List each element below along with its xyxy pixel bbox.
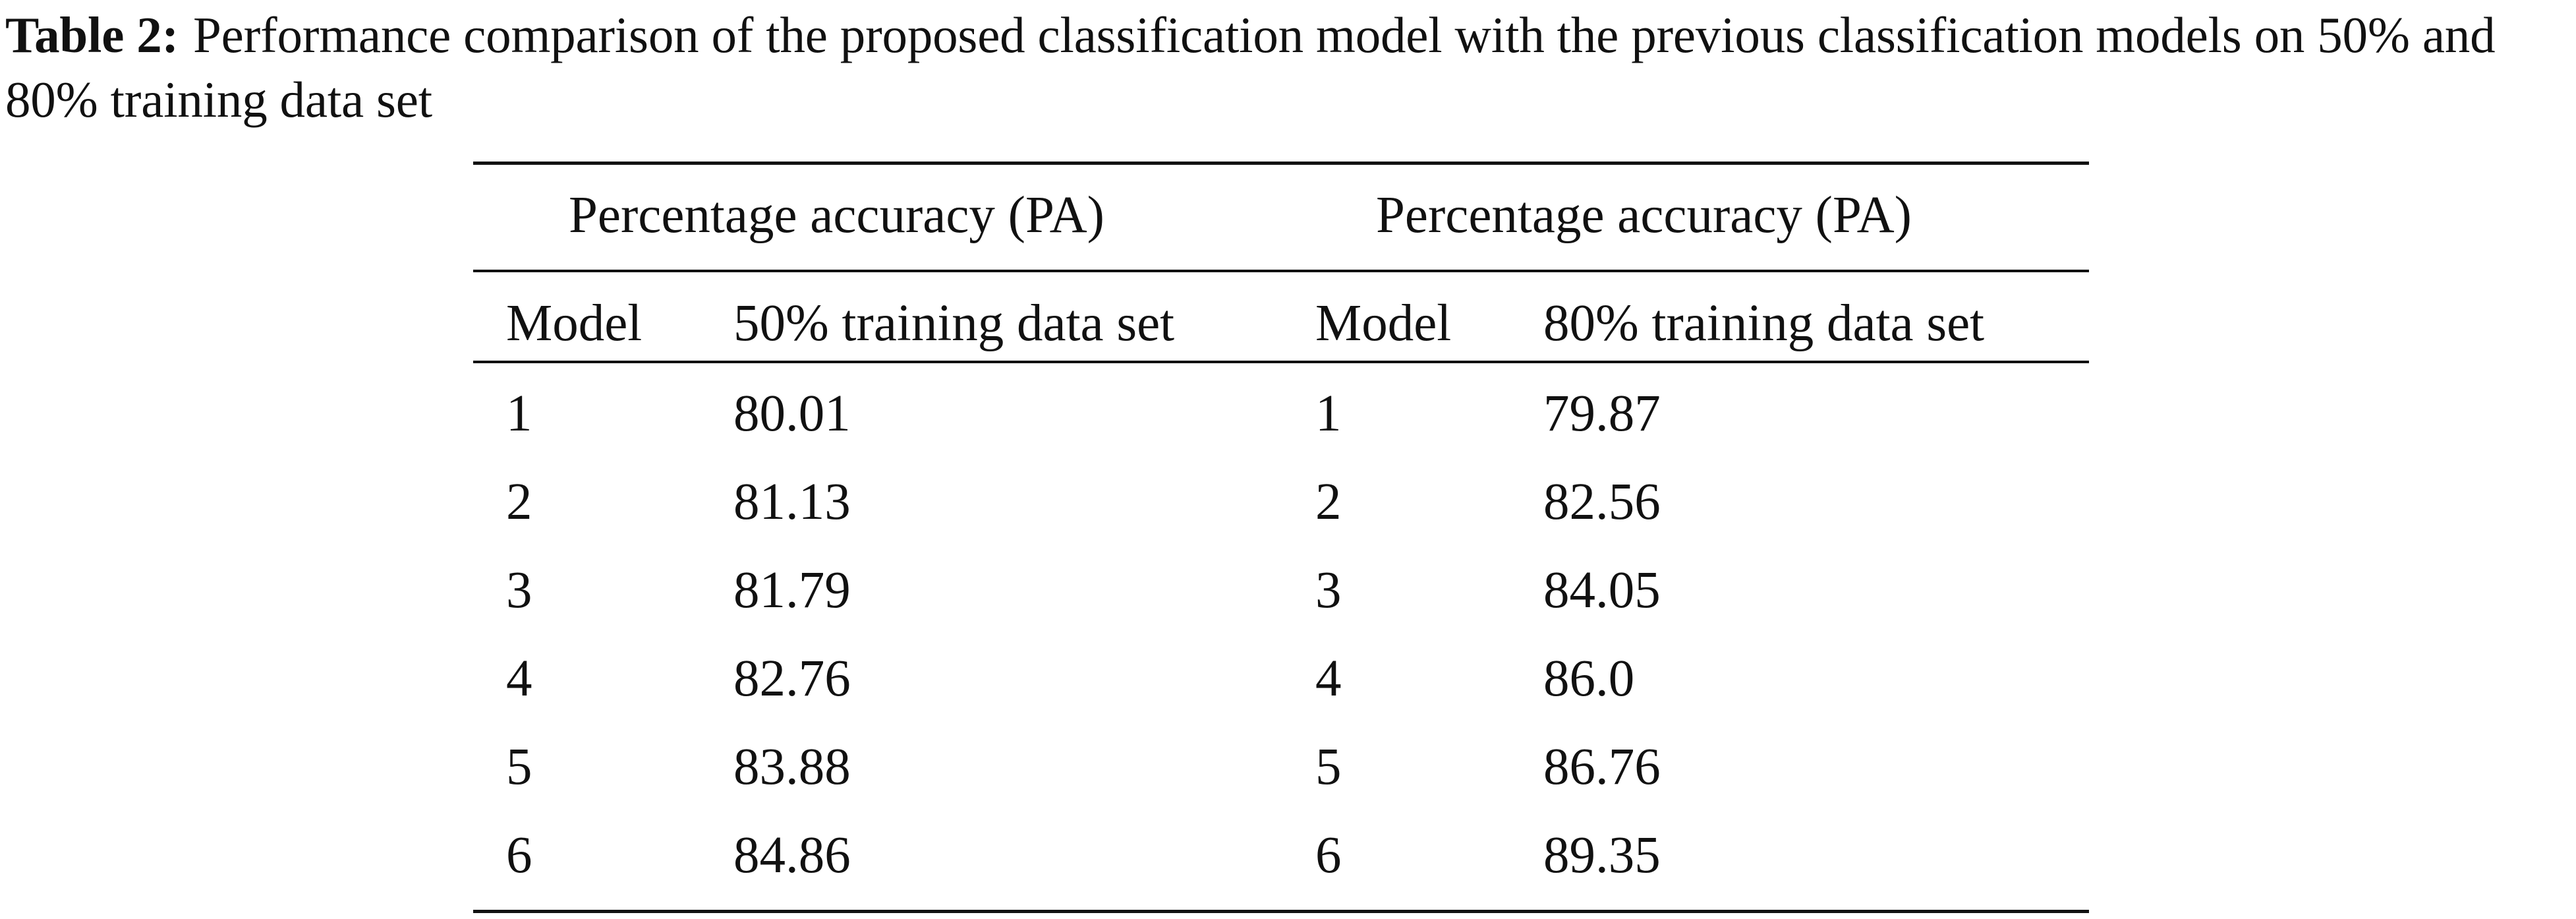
table-cell: 86.76 <box>1543 738 1661 796</box>
table-cell: 6 <box>1315 827 1342 884</box>
caption-label: Table 2: <box>5 7 179 63</box>
table-cell: 2 <box>1315 473 1342 531</box>
table-bottom-rule <box>473 910 2089 913</box>
group-header-left: Percentage accuracy (PA) <box>569 187 1104 244</box>
table-cell: 1 <box>1315 385 1342 442</box>
caption-text: Performance comparison of the proposed c… <box>5 7 2496 128</box>
table-cell: 6 <box>506 827 532 884</box>
table-cell: 3 <box>506 562 532 619</box>
table-cell: 1 <box>506 385 532 442</box>
table-cell: 79.87 <box>1543 385 1661 442</box>
table-cell: 4 <box>506 650 532 707</box>
table-cell: 82.76 <box>733 650 851 707</box>
table-cell: 5 <box>506 738 532 796</box>
column-header-50-training: 50% training data set <box>733 295 1175 352</box>
table-cell: 84.86 <box>733 827 851 884</box>
table-cell: 4 <box>1315 650 1342 707</box>
column-header-80-training: 80% training data set <box>1543 295 1985 352</box>
table-cell: 5 <box>1315 738 1342 796</box>
table-cell: 84.05 <box>1543 562 1661 619</box>
table-cell: 89.35 <box>1543 827 1661 884</box>
table-cell: 81.79 <box>733 562 851 619</box>
table-cell: 86.0 <box>1543 650 1635 707</box>
table-cell: 81.13 <box>733 473 851 531</box>
column-header-rule <box>473 361 2089 363</box>
table-cell: 82.56 <box>1543 473 1661 531</box>
table-cell: 80.01 <box>733 385 851 442</box>
table-cell: 3 <box>1315 562 1342 619</box>
group-header-rule <box>473 270 2089 272</box>
table-cell: 2 <box>506 473 532 531</box>
table-caption: Table 2: Performance comparison of the pr… <box>5 3 2569 132</box>
column-header-model-right: Model <box>1315 295 1452 352</box>
group-header-right: Percentage accuracy (PA) <box>1376 187 1912 244</box>
table-top-rule <box>473 162 2089 165</box>
column-header-model-left: Model <box>506 295 643 352</box>
table-cell: 83.88 <box>733 738 851 796</box>
